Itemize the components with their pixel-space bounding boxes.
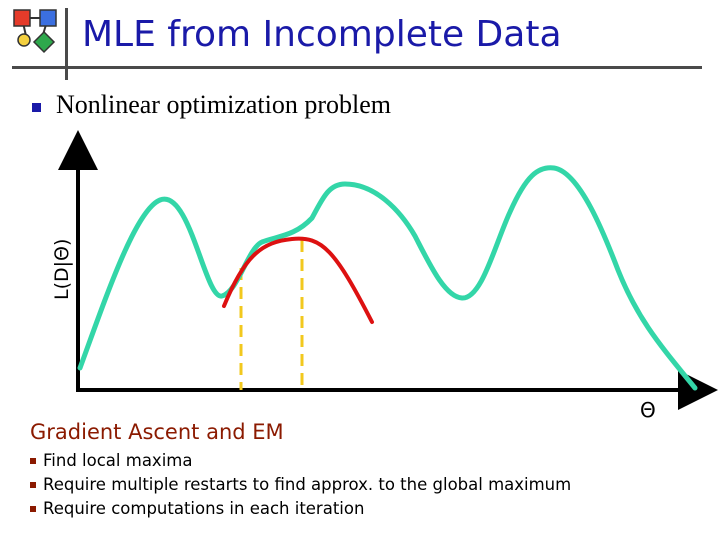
list-item: Find local maxima (30, 449, 571, 473)
title-vertical-rule (65, 8, 68, 80)
title-horizontal-rule (12, 66, 702, 69)
item-list: Find local maxima Require multiple resta… (30, 449, 571, 521)
slide-title: MLE from Incomplete Data (82, 14, 562, 55)
flowchart-logo-icon (13, 9, 57, 54)
item-bullet (30, 506, 36, 512)
likelihood-curve (77, 165, 698, 391)
subheading: Gradient Ascent and EM (30, 420, 284, 444)
bullet-square (32, 103, 41, 112)
item-bullet (30, 458, 36, 464)
local-approximation-curve (222, 236, 374, 324)
x-axis-label: Θ (640, 398, 656, 422)
y-axis-label: L(D|Θ) (51, 238, 73, 300)
item-bullet (30, 482, 36, 488)
bullet-text: Nonlinear optimization problem (56, 90, 392, 119)
list-item: Require computations in each iteration (30, 497, 571, 521)
list-item: Require multiple restarts to find approx… (30, 473, 571, 497)
